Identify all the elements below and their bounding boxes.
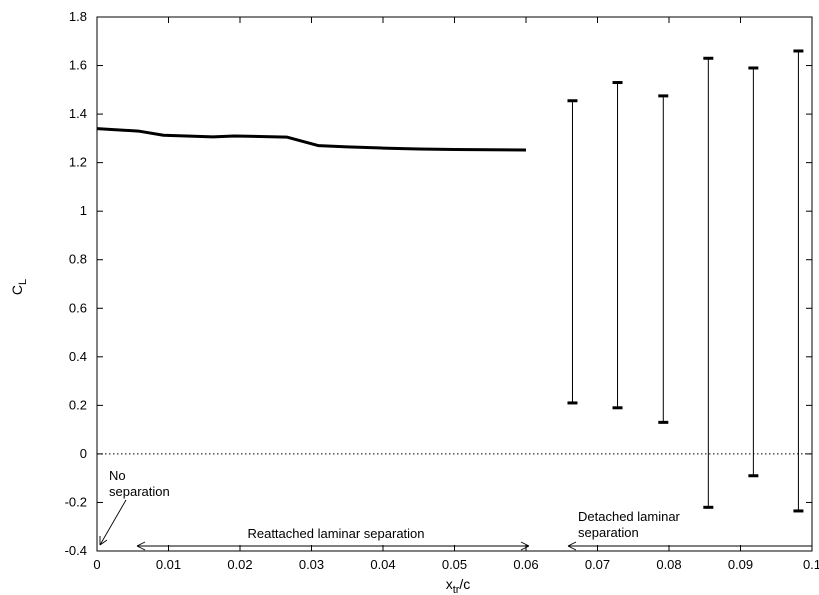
y-tick-label: -0.4 <box>65 543 87 558</box>
annotation-no-separation-arrowhead <box>99 536 108 546</box>
annotation-no-separation: No separation <box>99 468 170 546</box>
y-tick-label: 1.8 <box>69 9 87 24</box>
annotation-detached-line2: separation <box>578 525 639 540</box>
cl-line <box>96 127 527 152</box>
y-tick-label: 0.6 <box>69 300 87 315</box>
x-tick-label: 0.03 <box>299 557 324 572</box>
x-axis: 0 0.01 0.02 0.03 0.04 0.05 0.06 0.07 0.08 0.09 0.1 <box>93 17 819 572</box>
annotation-detached-left-head <box>567 541 577 551</box>
y-tick-label: 0.4 <box>69 349 87 364</box>
x-tick-label: 0.01 <box>156 557 181 572</box>
annotation-no-separation-line2: separation <box>109 484 170 499</box>
y-tick-label: 0 <box>80 446 87 461</box>
plot-frame <box>96 16 813 552</box>
annotation-reattached-label: Reattached laminar separation <box>247 526 424 541</box>
y-axis-title: CL <box>9 279 29 295</box>
y-tick-label: 0.2 <box>69 397 87 412</box>
annotation-reattached-right-head <box>520 541 530 551</box>
y-tick-label: 1.6 <box>69 58 87 73</box>
cl-line-series <box>96 127 527 152</box>
cl-range-bar <box>658 94 669 424</box>
y-tick-label: -0.2 <box>65 494 87 509</box>
x-tick-label: 0.05 <box>442 557 467 572</box>
cl-range-bar <box>567 99 578 405</box>
cl-range-bars <box>567 49 804 513</box>
x-tick-label: 0.04 <box>370 557 395 572</box>
annotation-no-separation-arrow <box>99 499 127 546</box>
annotation-reattached-left-head <box>136 541 146 551</box>
cl-range-bar <box>793 49 804 513</box>
x-tick-label: 0.07 <box>585 557 610 572</box>
x-tick-label: 0.1 <box>803 557 819 572</box>
y-tick-label: 1.2 <box>69 155 87 170</box>
x-tick-label: 0.09 <box>728 557 753 572</box>
y-axis: -0.4 -0.2 0 0.2 0.4 0.6 0.8 1 1.2 1.4 1.6 1.8 <box>65 9 812 558</box>
x-tick-label: 0.06 <box>513 557 538 572</box>
annotation-detached: Detached laminar separation <box>567 509 812 551</box>
annotation-no-separation-line1: No <box>109 468 126 483</box>
y-tick-label: 1.4 <box>69 106 87 121</box>
x-axis-title: xtr/c <box>446 576 471 595</box>
cl-range-bar <box>612 81 623 410</box>
annotation-reattached: Reattached laminar separation <box>136 526 530 551</box>
y-tick-label: 0.8 <box>69 252 87 267</box>
x-tick-label: 0 <box>93 557 100 572</box>
x-tick-label: 0.02 <box>227 557 252 572</box>
annotation-detached-line1: Detached laminar <box>578 509 681 524</box>
plot-border <box>96 16 813 552</box>
cl-range-bar <box>748 66 759 478</box>
x-tick-label: 0.08 <box>656 557 681 572</box>
y-tick-label: 1 <box>80 203 87 218</box>
cl-range-bar <box>703 56 714 509</box>
